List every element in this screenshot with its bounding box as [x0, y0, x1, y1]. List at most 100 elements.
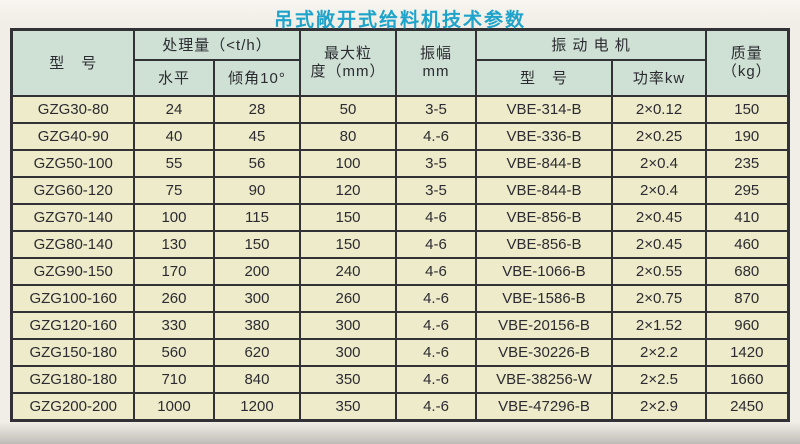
amplitude-cell: 4.-6 [395, 364, 477, 394]
capacity-horizontal-cell: 560 [132, 337, 215, 367]
capacity-incline-cell: 620 [212, 337, 302, 367]
table-row: GZG40-90 40 45 80 4.-6 VBE-336-B 2×0.25 190 [10, 121, 790, 151]
motor-power-cell: 2×2.2 [610, 337, 708, 367]
table-body: GZG30-80 24 28 50 3-5 VBE-314-B 2×0.12 150 GZG40… [10, 94, 790, 421]
capacity-horizontal-cell: 1000 [132, 391, 215, 421]
motor-power-cell: 2×2.9 [610, 391, 708, 421]
motor-power-cell: 2×0.45 [610, 202, 708, 232]
motor-power-cell: 2×0.4 [610, 175, 708, 205]
motor-model-cell: VBE-30226-B [475, 337, 613, 367]
capacity-horizontal-cell: 130 [132, 229, 215, 259]
capacity-incline-cell: 28 [212, 94, 302, 124]
mass-cell: 2450 [705, 391, 790, 421]
capacity-horizontal-cell: 55 [132, 148, 215, 178]
capacity-incline-cell: 300 [212, 283, 302, 313]
mass-cell: 1660 [705, 364, 790, 394]
mass-cell: 460 [705, 229, 790, 259]
header-mass: 质量 （kg） [705, 28, 790, 97]
table-row: GZG30-80 24 28 50 3-5 VBE-314-B 2×0.12 150 [10, 94, 790, 124]
motor-model-cell: VBE-38256-W [475, 364, 613, 394]
amplitude-cell: 4.-6 [395, 391, 477, 421]
header-motor-group: 振 动 电 机 [474, 28, 708, 61]
mass-cell: 150 [705, 94, 790, 124]
model-cell: GZG70-140 [10, 202, 135, 232]
max-particle-cell: 100 [299, 148, 397, 178]
table-row: GZG60-120 75 90 120 3-5 VBE-844-B 2×0.4 295 [10, 175, 790, 205]
mass-cell: 295 [705, 175, 790, 205]
motor-model-cell: VBE-844-B [475, 148, 613, 178]
amplitude-cell: 4.-6 [395, 283, 477, 313]
motor-power-cell: 2×0.25 [610, 121, 708, 151]
motor-power-cell: 2×1.52 [610, 310, 708, 340]
header-max-particle: 最大粒 度（mm） [299, 28, 397, 97]
capacity-incline-cell: 56 [212, 148, 302, 178]
amplitude-cell: 3-5 [395, 148, 477, 178]
model-cell: GZG30-80 [10, 94, 135, 124]
motor-model-cell: VBE-314-B [475, 94, 613, 124]
mass-cell: 410 [705, 202, 790, 232]
model-cell: GZG90-150 [10, 256, 135, 286]
table-row: GZG120-160 330 380 300 4.-6 VBE-20156-B 2×1.52… [10, 310, 790, 340]
mass-cell: 1420 [705, 337, 790, 367]
spec-table: 型 号 处理量（<t/h） 最大粒 度（mm） 振幅 mm 振 动 电 机 质量… [10, 28, 790, 422]
max-particle-cell: 240 [299, 256, 397, 286]
capacity-incline-cell: 1200 [212, 391, 302, 421]
model-cell: GZG50-100 [10, 148, 135, 178]
model-cell: GZG120-160 [10, 310, 135, 340]
max-particle-cell: 50 [299, 94, 397, 124]
table-row: GZG80-140 130 150 150 4-6 VBE-856-B 2×0.45 460 [10, 229, 790, 259]
mass-cell: 680 [705, 256, 790, 286]
motor-model-cell: VBE-336-B [475, 121, 613, 151]
capacity-horizontal-cell: 75 [132, 175, 215, 205]
table-row: GZG70-140 100 115 150 4-6 VBE-856-B 2×0.45 410 [10, 202, 790, 232]
mass-cell: 870 [705, 283, 790, 313]
header-capacity-incline: 倾角10° [212, 58, 302, 97]
mass-cell: 190 [705, 121, 790, 151]
max-particle-cell: 300 [299, 310, 397, 340]
header-capacity-horizontal: 水平 [132, 58, 215, 97]
max-particle-cell: 260 [299, 283, 397, 313]
header-capacity-group: 处理量（<t/h） [132, 28, 302, 61]
max-particle-cell: 150 [299, 202, 397, 232]
motor-power-cell: 2×0.12 [610, 94, 708, 124]
mass-cell: 235 [705, 148, 790, 178]
capacity-incline-cell: 45 [212, 121, 302, 151]
amplitude-cell: 4-6 [395, 229, 477, 259]
model-cell: GZG180-180 [10, 364, 135, 394]
motor-power-cell: 2×0.45 [610, 229, 708, 259]
mass-cell: 960 [705, 310, 790, 340]
amplitude-cell: 4-6 [395, 202, 477, 232]
max-particle-cell: 350 [299, 364, 397, 394]
motor-model-cell: VBE-1066-B [475, 256, 613, 286]
motor-model-cell: VBE-47296-B [475, 391, 613, 421]
table-row: GZG180-180 710 840 350 4.-6 VBE-38256-W 2×2.5 1… [10, 364, 790, 394]
amplitude-cell: 3-5 [395, 175, 477, 205]
max-particle-cell: 300 [299, 337, 397, 367]
motor-power-cell: 2×2.5 [610, 364, 708, 394]
model-cell: GZG80-140 [10, 229, 135, 259]
motor-model-cell: VBE-20156-B [475, 310, 613, 340]
capacity-incline-cell: 380 [212, 310, 302, 340]
capacity-horizontal-cell: 100 [132, 202, 215, 232]
page-title: 吊式敞开式给料机技术参数 [273, 10, 526, 31]
capacity-incline-cell: 840 [212, 364, 302, 394]
max-particle-cell: 80 [299, 121, 397, 151]
capacity-incline-cell: 200 [212, 256, 302, 286]
table-row: GZG50-100 55 56 100 3-5 VBE-844-B 2×0.4 235 [10, 148, 790, 178]
amplitude-cell: 4.-6 [395, 310, 477, 340]
motor-power-cell: 2×0.4 [610, 148, 708, 178]
model-cell: GZG40-90 [10, 121, 135, 151]
capacity-horizontal-cell: 24 [132, 94, 215, 124]
header-motor-power: 功率kw [610, 58, 708, 97]
capacity-horizontal-cell: 260 [132, 283, 215, 313]
capacity-horizontal-cell: 170 [132, 256, 215, 286]
table-row: GZG150-180 560 620 300 4.-6 VBE-30226-B 2×2.2 1… [10, 337, 790, 367]
motor-model-cell: VBE-856-B [475, 229, 613, 259]
table-row: GZG90-150 170 200 240 4-6 VBE-1066-B 2×0.55 680 [10, 256, 790, 286]
table-row: GZG200-200 1000 1200 350 4.-6 VBE-47296-B 2×2.… [10, 391, 790, 421]
motor-power-cell: 2×0.55 [610, 256, 708, 286]
motor-model-cell: VBE-844-B [475, 175, 613, 205]
capacity-horizontal-cell: 40 [132, 121, 215, 151]
capacity-incline-cell: 150 [212, 229, 302, 259]
